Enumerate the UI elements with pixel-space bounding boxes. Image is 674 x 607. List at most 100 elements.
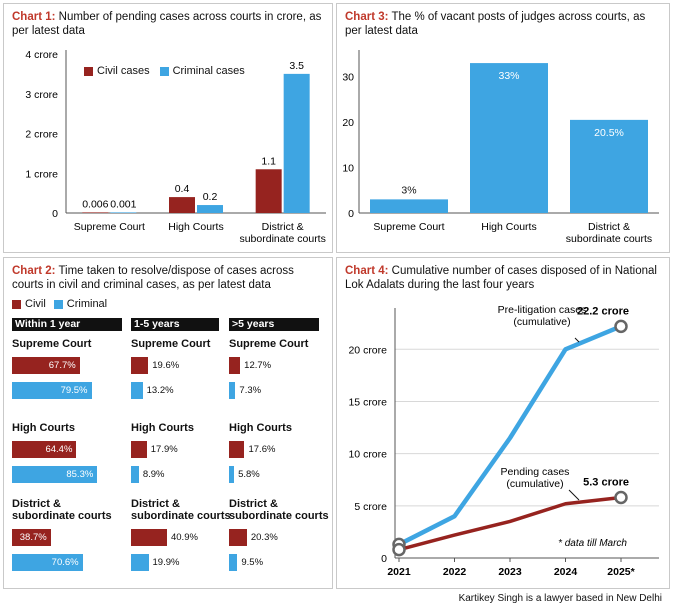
bar-civil-within-1-year-supreme-court: 67.7% [12, 357, 80, 374]
end-label: 5.3 crore [583, 476, 629, 488]
court-label-district-subordinate-courts: District & subordinate courts [131, 498, 231, 522]
chart1-label: Chart 1: [12, 11, 56, 23]
y-tick-label: 1 crore [25, 168, 58, 180]
data-label: 7.3% [239, 385, 262, 396]
chart4-note: * data till March [558, 538, 627, 549]
legend-civil-label: Civil [25, 298, 46, 310]
group-header-within-1-year: Within 1 year [12, 318, 122, 331]
point-marker [614, 490, 628, 505]
data-label: 13.2% [146, 385, 174, 396]
bar-criminal-5-years-high-courts: 5.8% [229, 466, 260, 483]
x-tick-label: 2022 [443, 566, 467, 578]
bar-civil-cases-district-subordinate-courts [255, 169, 282, 213]
chart4-label: Chart 4: [345, 265, 389, 277]
bar-civil-5-years-district-subordinate-courts: 20.3% [229, 529, 278, 546]
point-marker [392, 542, 406, 557]
y-tick-label: 3 crore [25, 89, 58, 101]
legend-criminal-label: Criminal cases [172, 65, 245, 77]
chart3-svg: 0 10 20 30 3% Supreme Court 33% High Courts 20.5… [342, 50, 659, 245]
bar-criminal-within-1-year-supreme-court: 79.5% [12, 382, 92, 399]
legend-criminal-label: Criminal [66, 298, 108, 310]
bar-criminal-cases-supreme-court [110, 212, 137, 213]
data-label: 1.1 [261, 155, 276, 167]
data-label: 3.5 [289, 60, 304, 72]
bar-criminal-within-1-year-district-subordinate-courts: 70.6% [12, 554, 83, 571]
x-tick-label: 2024 [554, 566, 578, 578]
chart1-panel: Chart 1: Number of pending cases across … [3, 3, 333, 253]
data-label: 79.5% [60, 385, 88, 396]
court-label-supreme-court: Supreme Court [229, 338, 309, 350]
data-label: 0.006 [82, 198, 108, 210]
chart3-panel: Chart 3: The % of vacant posts of judges… [336, 3, 670, 253]
data-label: 0.4 [175, 183, 190, 195]
group-header-1-5-years: 1-5 years [131, 318, 219, 331]
y-tick-label: 2 crore [25, 129, 58, 141]
bar-civil-1-5-years-district-subordinate-courts: 40.9% [131, 529, 198, 546]
legend-criminal-swatch [53, 299, 63, 309]
bar-criminal-5-years-district-subordinate-courts: 9.5% [229, 554, 263, 571]
chart4-title-text: Cumulative number of cases disposed of i… [345, 265, 657, 291]
y-tick-label: 20 crore [348, 344, 387, 356]
chart2-panel: Chart 2: Time taken to resolve/dispose o… [3, 257, 333, 589]
legend-civil-swatch [12, 299, 21, 309]
chart3-title-text: The % of vacant posts of judges across c… [345, 11, 646, 37]
bar-civil-1-5-years-high-courts: 17.9% [131, 441, 178, 458]
data-label: 3% [401, 184, 416, 196]
bar-civil-cases-high-courts [169, 197, 195, 213]
court-label-district-subordinate-courts: District & subordinate courts [229, 498, 329, 522]
bar-high-courts [470, 63, 548, 214]
chart1-title-text: Number of pending cases across courts in… [12, 11, 322, 37]
chart3-label: Chart 3: [345, 11, 389, 23]
x-tick-label: District & subordinate courts [239, 221, 325, 245]
x-tick-label: 2021 [387, 566, 411, 578]
bar-criminal-within-1-year-high-courts: 85.3% [12, 466, 98, 483]
bar-civil-5-years-supreme-court: 12.7% [229, 357, 271, 374]
court-label-district-subordinate-courts: District & subordinate courts [12, 498, 112, 522]
bar-civil-cases-supreme-court [82, 212, 109, 213]
data-label: 85.3% [66, 469, 94, 480]
chart4-title: Chart 4: Cumulative number of cases disp… [345, 264, 661, 292]
chart1-svg: 0 1 crore 2 crore 3 crore 4 crore 0.006 0.001 S… [25, 49, 326, 245]
data-label: 17.6% [248, 444, 276, 455]
data-label: 12.7% [244, 360, 272, 371]
data-label: 5.8% [238, 469, 260, 480]
data-label: 0.001 [110, 198, 136, 210]
y-tick-label: 5 crore [354, 501, 387, 513]
y-tick-label: 10 [342, 163, 354, 175]
bar-civil-1-5-years-supreme-court: 19.6% [131, 357, 179, 374]
bar-district-subordinate-courts [570, 119, 648, 213]
series-label-pending: Pending cases (cumulative) [501, 466, 570, 490]
bar-civil-within-1-year-district-subordinate-courts: 38.7% [12, 529, 51, 546]
credit-text: Kartikey Singh is a lawyer based in New … [458, 593, 662, 604]
chart1-legend: Civil cases Criminal cases [84, 65, 245, 77]
y-tick-label: 0 [348, 208, 354, 220]
chart3-title: Chart 3: The % of vacant posts of judges… [345, 10, 661, 38]
bar-criminal-1-5-years-district-subordinate-courts: 19.9% [131, 554, 179, 571]
court-label-high-courts: High Courts [12, 422, 75, 434]
bar-criminal-1-5-years-supreme-court: 13.2% [131, 382, 174, 399]
data-label: 67.7% [48, 360, 76, 371]
x-tick-label: 2025* [607, 566, 635, 578]
x-tick-label: Supreme Court [373, 221, 444, 233]
line-pre-litigation-cases-cumulative [397, 324, 622, 547]
bar-supreme-court [370, 199, 448, 213]
data-label: 19.6% [152, 360, 180, 371]
chart4-svg: 0 5 crore 10 crore 15 crore 20 crore 2021 2022… [348, 304, 659, 578]
y-tick-label: 4 crore [25, 49, 58, 61]
bar-civil-5-years-high-courts: 17.6% [229, 441, 275, 458]
legend-civil-label: Civil cases [97, 65, 150, 77]
y-tick-label: 0 [381, 553, 387, 565]
chart1-title: Chart 1: Number of pending cases across … [12, 10, 324, 38]
bar-criminal-5-years-supreme-court: 7.3% [229, 382, 261, 399]
legend-civil-swatch [84, 66, 93, 76]
point-marker [614, 319, 628, 334]
bar-criminal-cases-high-courts [197, 205, 223, 213]
data-label: 0.2 [203, 191, 218, 203]
data-label: 38.7% [19, 532, 47, 543]
data-label: 64.4% [45, 444, 73, 455]
data-label: 70.6% [51, 557, 79, 568]
y-tick-label: 0 [52, 208, 58, 220]
y-tick-label: 30 [342, 72, 354, 84]
court-label-high-courts: High Courts [229, 422, 292, 434]
y-tick-label: 15 crore [348, 396, 387, 408]
